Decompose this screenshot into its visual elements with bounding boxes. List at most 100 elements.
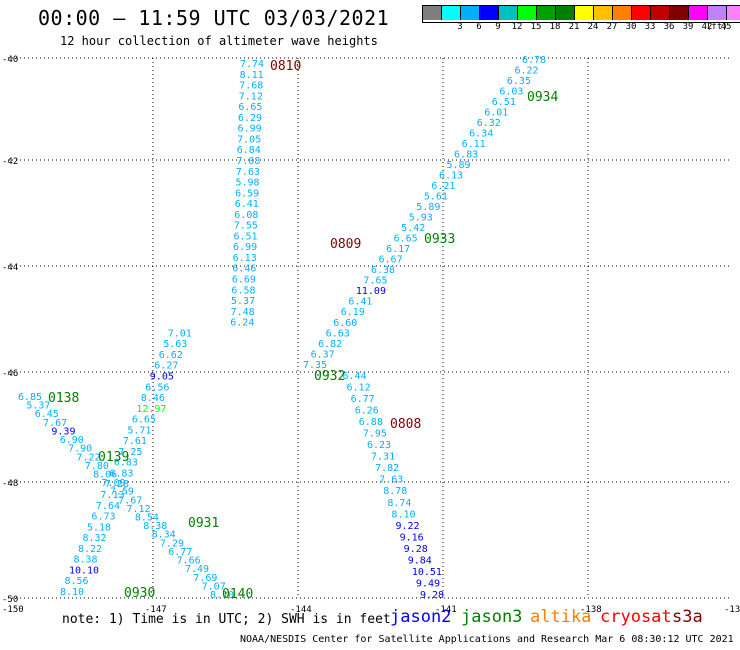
scale-swatch [613, 6, 632, 20]
wave-height-value: 7.65 [363, 276, 387, 287]
wave-height-value: 6.13 [439, 171, 463, 182]
wave-height-value: 6.26 [355, 406, 379, 417]
wave-height-value: 8.22 [78, 544, 102, 555]
scale-swatch [442, 6, 461, 20]
wave-height-value: 6.56 [145, 382, 169, 393]
scale-swatch [423, 6, 442, 20]
wave-height-value: 9.49 [416, 578, 440, 589]
wave-height-value: 11.09 [356, 286, 386, 297]
wave-height-value: 7.55 [234, 221, 258, 232]
pass-time-label: 0139 [98, 450, 129, 465]
scale-swatch [651, 6, 670, 20]
wave-height-value: 6.82 [318, 339, 342, 350]
wave-height-value: 6.19 [341, 307, 365, 318]
wave-height-value: 8.78 [383, 486, 407, 497]
wave-height-value: 7.07 [202, 581, 226, 592]
wave-height-value: 8.34 [152, 530, 176, 541]
pass-time-label: 0808 [390, 417, 421, 432]
wave-height-value: 5.63 [163, 339, 187, 350]
scale-swatch [632, 6, 651, 20]
y-axis-label: -46 [2, 369, 18, 379]
wave-height-value: 7.28 [105, 479, 129, 490]
wave-height-value: 9.28 [404, 544, 428, 555]
wave-height-value: 7.13 [100, 490, 124, 501]
wave-height-value: 6.59 [235, 188, 259, 199]
wave-height-value: 6.83 [109, 468, 133, 479]
wave-height-value: 9.28 [420, 590, 444, 601]
wave-height-value: 6.03 [499, 87, 523, 98]
pass-time-label: 0810 [270, 59, 301, 74]
wave-height-value: 7.64 [96, 501, 120, 512]
wave-height-value: 8.56 [64, 576, 88, 587]
wave-height-value: 6.51 [492, 97, 516, 108]
legend-altika: altika [530, 607, 592, 627]
wave-height-value: 12.97 [136, 404, 166, 415]
wave-height-value: 6.67 [379, 255, 403, 266]
wave-height-value: 6.99 [233, 242, 257, 253]
scale-swatch [518, 6, 537, 20]
wave-height-value: 6.85 [18, 392, 42, 403]
wave-height-value: 5.93 [409, 213, 433, 224]
wave-height-value: 6.88 [359, 417, 383, 428]
scale-swatch [461, 6, 480, 20]
pass-time-label: 0930 [124, 586, 155, 601]
pass-time-label: 0809 [330, 237, 361, 252]
scale-label: 15 [530, 22, 542, 32]
wave-height-value: 6.73 [91, 512, 115, 523]
scale-unit: (ft) [706, 22, 728, 32]
credit-line: NOAA/NESDIS Center for Satellite Applica… [240, 634, 734, 645]
wave-height-value: 6.41 [348, 297, 372, 308]
scale-label: 39 [682, 22, 694, 32]
wave-height-value: 6.37 [311, 349, 335, 360]
legend-jason2: jason2 [390, 607, 452, 627]
wave-height-value: 7.69 [193, 573, 217, 584]
wave-height-value: 6.21 [431, 181, 455, 192]
wave-height-value: 8.38 [143, 521, 167, 532]
wave-height-value: 8.10 [210, 590, 234, 601]
wave-height-value: 7.66 [177, 556, 201, 567]
scale-swatch [575, 6, 594, 20]
wave-height-value: 7.25 [118, 447, 142, 458]
scale-label: 42 [701, 22, 713, 32]
wave-height-value: 6.32 [477, 118, 501, 129]
scale-label: 30 [625, 22, 637, 32]
pass-time-label: 0932 [314, 369, 345, 384]
color-scale-labels: 36912151821242730333639424570 [451, 22, 740, 32]
wave-height-value: 6.13 [233, 253, 257, 264]
scale-swatch [708, 6, 727, 20]
wave-height-value: 9.22 [396, 521, 420, 532]
pass-time-label: 0933 [424, 232, 455, 247]
wave-height-value: 7.01 [168, 328, 192, 339]
wave-height-value: 6.90 [60, 435, 84, 446]
x-axis-label: -144 [290, 605, 312, 615]
wave-height-value: 7.80 [85, 461, 109, 472]
wave-height-value: 6.22 [514, 66, 538, 77]
scale-swatch [499, 6, 518, 20]
wave-height-value: 6.12 [347, 382, 371, 393]
legend-jason3: jason3 [461, 607, 523, 627]
wave-height-value: 8.54 [135, 513, 159, 524]
scale-swatch [670, 6, 689, 20]
scale-label: 6 [476, 22, 482, 32]
wave-height-value: 5.42 [401, 223, 425, 234]
wave-height-value: 7.29 [160, 538, 184, 549]
wave-height-value: 7.09 [101, 478, 125, 489]
wave-height-value: 10.51 [412, 567, 442, 578]
wave-height-value: 7.12 [127, 504, 151, 515]
wave-height-value: 6.24 [230, 318, 254, 329]
x-axis-label: -138 [580, 605, 602, 615]
wave-height-value: 7.49 [185, 564, 209, 575]
scale-swatch [556, 6, 575, 20]
wave-height-value: 7.35 [303, 360, 327, 371]
scale-label: 21 [568, 22, 580, 32]
wave-height-value: 8.38 [73, 555, 97, 566]
y-axis-label: -50 [2, 595, 18, 605]
wave-height-value: 6.01 [484, 108, 508, 119]
scale-swatch [727, 6, 740, 20]
wave-height-value: 6.34 [469, 129, 493, 140]
wave-height-value: 6.08 [234, 210, 258, 221]
wave-height-value: 7.63 [379, 475, 403, 486]
wave-height-value: 8.46 [141, 393, 165, 404]
pass-time-label: 0934 [527, 90, 558, 105]
